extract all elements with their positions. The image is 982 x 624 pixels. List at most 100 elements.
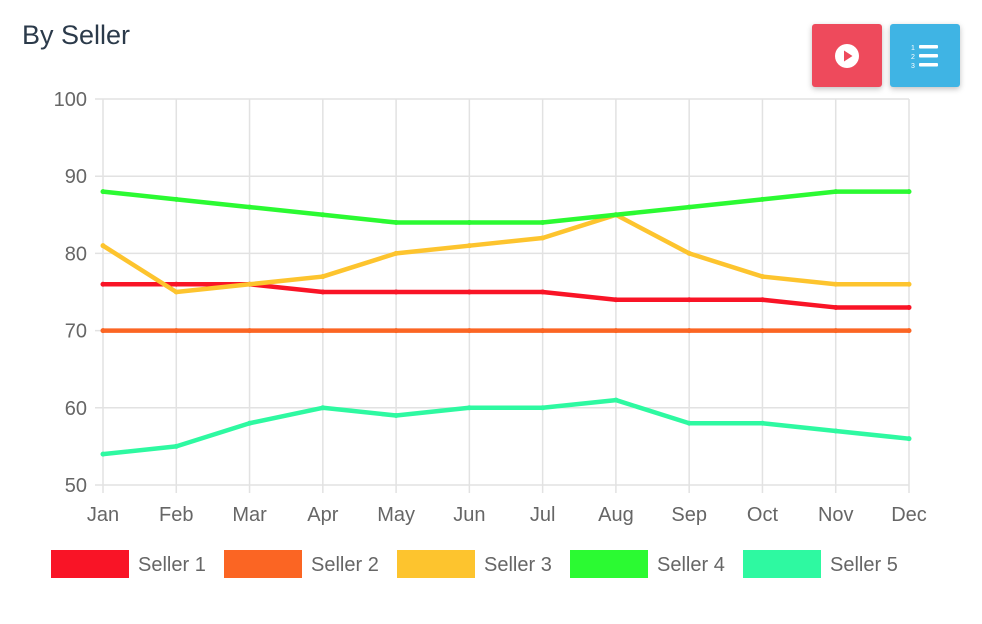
data-point (320, 289, 326, 295)
y-tick-label: 50 (65, 475, 87, 497)
data-point (173, 289, 179, 295)
data-point (173, 443, 179, 449)
ordered-list-icon: 1 2 3 (910, 42, 940, 70)
data-point (320, 328, 326, 334)
data-point (393, 220, 399, 226)
data-point (100, 451, 106, 457)
data-point (833, 428, 839, 434)
x-tick-label-oct: Oct (747, 504, 779, 526)
data-point (100, 189, 106, 195)
data-point (759, 328, 765, 334)
x-tick-label-jun: Jun (453, 504, 485, 526)
data-point (320, 274, 326, 280)
data-point (393, 289, 399, 295)
data-point (393, 328, 399, 334)
chart-title: By Seller (22, 20, 131, 50)
series-lines (100, 189, 912, 457)
data-point (906, 436, 912, 442)
data-point (247, 281, 253, 287)
data-point (686, 420, 692, 426)
data-point (173, 196, 179, 202)
data-point (540, 405, 546, 411)
data-point (466, 289, 472, 295)
svg-text:3: 3 (911, 63, 915, 70)
data-point (686, 204, 692, 210)
data-point (540, 328, 546, 334)
data-point (833, 281, 839, 287)
data-point (393, 250, 399, 256)
data-point (686, 328, 692, 334)
x-tick-label-may: May (377, 504, 415, 526)
play-circle-icon (834, 43, 860, 69)
legend-label: Seller 3 (484, 554, 552, 576)
legend-swatch (224, 550, 302, 578)
x-tick-label-feb: Feb (159, 504, 193, 526)
x-tick-label-mar: Mar (232, 504, 267, 526)
data-point (247, 420, 253, 426)
x-tick-label-nov: Nov (818, 504, 854, 526)
legend-item-seller-4[interactable]: Seller 4 (570, 550, 725, 578)
legend-item-seller-2[interactable]: Seller 2 (224, 550, 379, 578)
data-point (613, 397, 619, 403)
list-button[interactable]: 1 2 3 (890, 24, 960, 87)
legend-label: Seller 1 (138, 554, 206, 576)
data-point (833, 189, 839, 195)
data-point (540, 220, 546, 226)
data-point (906, 328, 912, 334)
data-point (173, 281, 179, 287)
legend-swatch (397, 550, 475, 578)
legend-item-seller-5[interactable]: Seller 5 (743, 550, 898, 578)
svg-text:1: 1 (911, 45, 915, 52)
play-button[interactable] (812, 24, 882, 87)
data-point (759, 420, 765, 426)
data-point (247, 204, 253, 210)
data-point (320, 212, 326, 218)
data-point (613, 297, 619, 303)
data-point (833, 328, 839, 334)
y-tick-label: 70 (65, 321, 87, 343)
data-point (466, 220, 472, 226)
data-point (833, 304, 839, 310)
data-point (173, 328, 179, 334)
y-axis: 50 60 70 80 90 100 (54, 89, 87, 497)
legend-item-seller-1[interactable]: Seller 1 (51, 550, 206, 578)
legend-swatch (570, 550, 648, 578)
data-point (759, 196, 765, 202)
legend-label: Seller 5 (830, 554, 898, 576)
series-line-seller-5 (100, 397, 912, 457)
data-point (613, 212, 619, 218)
data-point (466, 405, 472, 411)
y-tick-label: 100 (54, 89, 87, 111)
y-tick-label: 60 (65, 398, 87, 420)
chart-legend[interactable]: Seller 1 Seller 2 Seller 3 Seller 4 Seller 5 (51, 550, 898, 578)
data-point (247, 328, 253, 334)
x-tick-label-dec: Dec (891, 504, 927, 526)
data-point (100, 328, 106, 334)
data-point (686, 297, 692, 303)
data-point (759, 297, 765, 303)
data-point (906, 189, 912, 195)
data-point (686, 250, 692, 256)
legend-label: Seller 4 (657, 554, 725, 576)
legend-swatch (743, 550, 821, 578)
x-axis: Jan Feb Mar Apr May Jun Jul Aug Sep Oct Nov Dec (87, 504, 927, 526)
legend-item-seller-3[interactable]: Seller 3 (397, 550, 552, 578)
data-point (540, 235, 546, 241)
svg-text:2: 2 (911, 54, 915, 61)
series-line-seller-4 (100, 189, 912, 225)
x-tick-label-aug: Aug (598, 504, 634, 526)
y-tick-label: 90 (65, 166, 87, 188)
x-tick-label-sep: Sep (671, 504, 707, 526)
legend-label: Seller 2 (311, 554, 379, 576)
x-tick-label-apr: Apr (307, 504, 338, 526)
x-tick-label-jul: Jul (530, 504, 556, 526)
data-point (906, 281, 912, 287)
data-point (906, 304, 912, 310)
data-point (540, 289, 546, 295)
data-point (466, 243, 472, 249)
x-tick-label-jan: Jan (87, 504, 119, 526)
data-point (759, 274, 765, 280)
legend-swatch (51, 550, 129, 578)
data-point (100, 281, 106, 287)
